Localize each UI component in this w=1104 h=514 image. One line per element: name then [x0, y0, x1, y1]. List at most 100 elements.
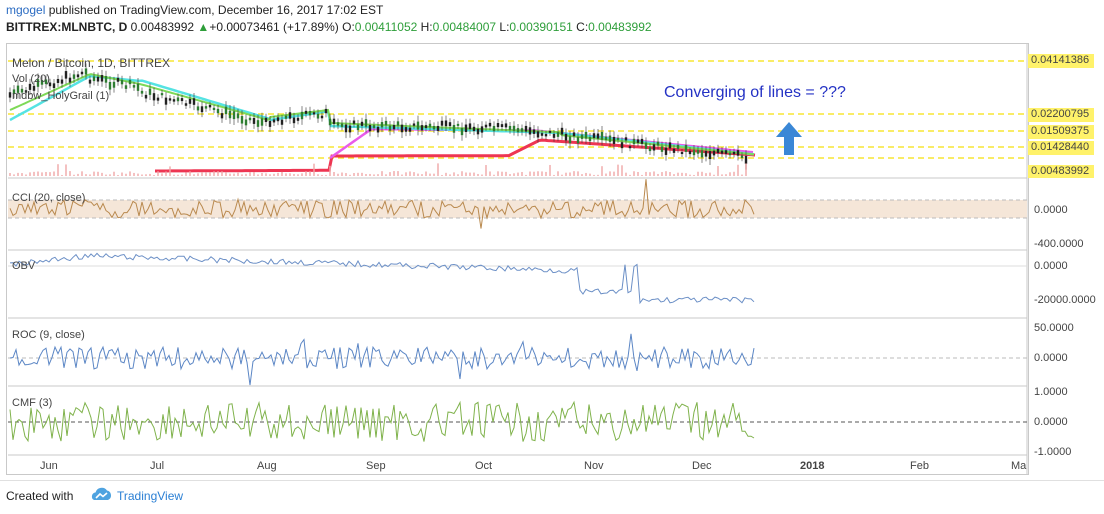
- candle-body: [476, 128, 480, 135]
- candle-body: [44, 79, 48, 84]
- volume-bar: [613, 171, 615, 176]
- candle-body: [400, 124, 404, 133]
- roc-scale-0: 50.0000: [1034, 322, 1074, 334]
- candle-body: [328, 118, 332, 126]
- candle-body: [460, 128, 464, 136]
- volume-bar: [693, 174, 695, 176]
- legend-vol: Vol (20): [12, 73, 50, 85]
- volume-bar: [309, 171, 311, 176]
- candle-body: [148, 88, 152, 95]
- volume-bar: [313, 163, 315, 176]
- volume-bar: [73, 174, 75, 176]
- volume-bar: [597, 174, 599, 176]
- time-label-oct: Oct: [475, 460, 493, 472]
- cci-band: [8, 200, 1027, 218]
- volume-bar: [601, 166, 603, 176]
- price-label-current: 0.00483992: [1031, 165, 1090, 177]
- candle-body: [724, 150, 728, 154]
- candle-body: [680, 152, 684, 155]
- candle-body: [420, 125, 424, 131]
- candle-body: [744, 155, 748, 164]
- volume-bar: [453, 172, 455, 176]
- candle-body: [252, 117, 256, 124]
- volume-bar: [301, 173, 303, 176]
- candle-body: [88, 79, 92, 84]
- volume-bar: [517, 172, 519, 176]
- volume-bar: [713, 174, 715, 176]
- publish-text: published on TradingView.com, December 1…: [48, 3, 384, 17]
- candle-body: [700, 150, 704, 158]
- volume-bar: [565, 172, 567, 176]
- volume-bar: [705, 173, 707, 176]
- candle-body: [220, 113, 224, 119]
- candle-body: [156, 97, 160, 101]
- author-link[interactable]: mgogel: [6, 3, 46, 17]
- volume-bar: [533, 171, 535, 176]
- price-label-4: 0.01428440: [1031, 141, 1090, 153]
- volume-bar: [513, 173, 515, 176]
- volume-bar: [421, 174, 423, 176]
- chart-canvas[interactable]: [0, 0, 1104, 480]
- candle-body: [428, 123, 432, 128]
- volume-bar: [233, 173, 235, 176]
- candle-body: [516, 128, 520, 133]
- volume-bar: [45, 171, 47, 176]
- candle-body: [588, 137, 592, 142]
- volume-bar: [265, 173, 267, 176]
- candle-body: [464, 124, 468, 133]
- time-label-feb: Feb: [910, 460, 929, 472]
- volume-bar: [489, 171, 491, 176]
- candle-body: [288, 112, 292, 119]
- volume-bar: [149, 173, 151, 176]
- candle-body: [28, 83, 32, 90]
- volume-bar: [289, 173, 291, 176]
- chart-frame[interactable]: [6, 43, 1029, 475]
- candle-body: [124, 85, 128, 89]
- volume-bar: [129, 171, 131, 176]
- candle-body: [728, 152, 732, 156]
- price-badge: [1028, 141, 1094, 155]
- volume-bar: [477, 173, 479, 176]
- tradingview-link[interactable]: TradingView: [117, 489, 184, 503]
- candle-body: [684, 144, 688, 152]
- candle-body: [472, 126, 476, 132]
- candle-body: [128, 79, 132, 85]
- candle-body: [436, 125, 440, 131]
- volume-bar: [709, 172, 711, 176]
- volume-bar: [413, 172, 415, 176]
- candle-body: [656, 141, 660, 146]
- candle-body: [52, 83, 56, 89]
- volume-bar: [213, 171, 215, 176]
- volume-bar: [497, 171, 499, 176]
- candle-body: [176, 97, 180, 102]
- volume-bar: [725, 174, 727, 176]
- volume-bar: [733, 171, 735, 176]
- candle-body: [612, 136, 616, 144]
- volume-bar: [193, 174, 195, 176]
- candle-body: [512, 125, 516, 131]
- volume-bar: [173, 174, 175, 176]
- volume-bar: [741, 174, 743, 176]
- candle-body: [648, 147, 652, 152]
- volume-bar: [77, 173, 79, 176]
- volume-bar: [505, 171, 507, 176]
- candle-body: [448, 122, 452, 127]
- candle-body: [444, 120, 448, 127]
- volume-bar: [653, 171, 655, 176]
- volume-bar: [337, 173, 339, 176]
- candle-body: [20, 88, 24, 93]
- cci-scale-0: 0.0000: [1034, 204, 1068, 216]
- volume-bar: [281, 171, 283, 176]
- volume-bar: [429, 173, 431, 176]
- volume-bar: [717, 166, 719, 176]
- created-with-text: Created with: [6, 489, 74, 503]
- tradingview-cloud-icon[interactable]: [88, 487, 114, 503]
- volume-bar: [441, 174, 443, 176]
- volume-bar: [385, 174, 387, 176]
- candle-body: [484, 124, 488, 128]
- candle-body: [304, 110, 308, 114]
- candle-body: [640, 138, 644, 144]
- volume-bar: [473, 172, 475, 176]
- candle-body: [440, 120, 444, 126]
- volume-bar: [661, 172, 663, 176]
